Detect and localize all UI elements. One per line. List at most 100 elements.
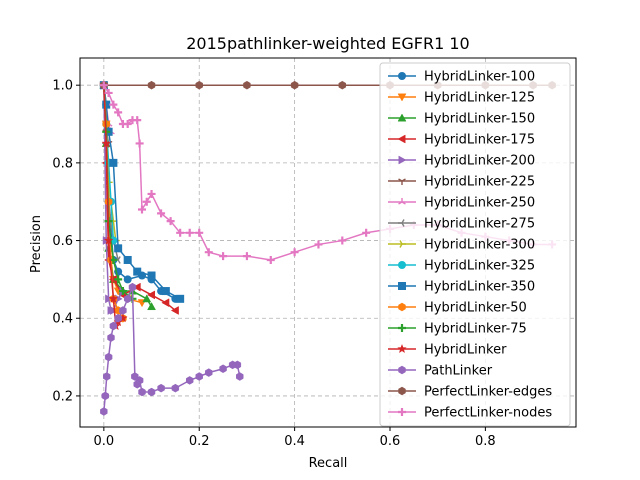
data-point-perfectlinker-edges xyxy=(290,80,299,90)
legend-label: HybridLinker-175 xyxy=(424,133,535,148)
axes-frame xyxy=(79,57,577,428)
data-point-perfectlinker-nodes xyxy=(314,240,323,249)
legend-item-hybridlinker-200: HybridLinker-200 xyxy=(388,154,535,169)
data-point-hybridlinker-350 xyxy=(123,255,132,264)
data-point-perfectlinker-nodes xyxy=(166,217,175,226)
x-axis-ticks: 0.0 0.2 0.4 0.6 0.8 xyxy=(94,427,496,449)
data-point-perfectlinker-nodes xyxy=(114,108,123,117)
data-point-pathlinker xyxy=(219,364,227,374)
data-point-perfectlinker-nodes xyxy=(362,228,371,237)
legend-marker xyxy=(398,72,406,80)
data-point-pathlinker xyxy=(138,387,146,397)
data-point-perfectlinker-nodes xyxy=(176,228,185,237)
data-point-pathlinker xyxy=(100,407,108,416)
data-point-perfectlinker-nodes xyxy=(290,248,299,257)
legend-label: HybridLinker-250 xyxy=(424,196,535,211)
data-point-hybridlinker-75 xyxy=(114,275,123,284)
data-point-perfectlinker-nodes xyxy=(185,228,194,237)
data-point-pathlinker xyxy=(107,333,115,342)
legend-marker xyxy=(398,219,405,227)
data-point-pathlinker xyxy=(205,368,213,377)
data-point-pathlinker xyxy=(236,372,244,381)
data-point-pathlinker xyxy=(119,306,127,315)
data-point-hybridlinker-350 xyxy=(109,158,118,167)
legend-marker xyxy=(398,386,406,396)
data-point-pathlinker xyxy=(101,391,109,401)
data-point-pathlinker xyxy=(109,321,118,331)
data-point-perfectlinker-nodes xyxy=(138,205,146,214)
y-tick-label: 0.2 xyxy=(52,389,73,404)
x-tick-label: 0.4 xyxy=(284,434,305,449)
data-point-perfectlinker-nodes xyxy=(266,255,275,264)
legend-item-hybridlinker-225: HybridLinker-225 xyxy=(388,175,535,190)
data-point-perfectlinker-nodes xyxy=(147,189,156,198)
legend-marker xyxy=(398,365,406,375)
x-tick-label: 0.0 xyxy=(94,434,115,449)
data-point-hybridlinker-350 xyxy=(102,100,111,109)
legend-marker xyxy=(398,282,406,290)
data-point-hybridlinker-100 xyxy=(123,275,132,284)
legend-marker xyxy=(398,324,406,332)
legend-marker xyxy=(397,113,407,122)
series-line-hybridlinker-350 xyxy=(103,85,181,300)
y-tick-label: 0.8 xyxy=(52,156,73,171)
legend-item-perfectlinker-nodes: PerfectLinker-nodes xyxy=(388,406,552,421)
legend-marker xyxy=(397,134,406,144)
legend-marker xyxy=(398,261,406,269)
data-point-hybridlinker-175 xyxy=(147,290,155,300)
data-point-hybridlinker xyxy=(108,293,119,303)
data-point-pathlinker xyxy=(123,294,132,304)
data-point-hybridlinker-350 xyxy=(176,294,185,303)
legend-label: HybridLinker-325 xyxy=(424,259,535,274)
legend-label: HybridLinker-125 xyxy=(424,91,535,106)
x-axis-label: Recall xyxy=(309,456,348,471)
x-tick-label: 0.8 xyxy=(475,434,496,449)
legend-label: HybridLinker-300 xyxy=(424,238,535,253)
legend-label: PerfectLinker-nodes xyxy=(424,406,552,421)
legend-item-hybridlinker-300: HybridLinker-300 xyxy=(388,238,535,253)
data-point-perfectlinker-nodes xyxy=(109,100,118,109)
legend-marker xyxy=(398,178,406,185)
data-point-hybridlinker xyxy=(103,235,114,245)
legend-marker xyxy=(398,155,407,165)
y-tick-label: 0.4 xyxy=(52,312,73,327)
data-point-perfectlinker-nodes xyxy=(104,88,113,97)
data-point-hybridlinker-150 xyxy=(142,294,152,303)
legend-marker xyxy=(398,408,406,416)
data-point-hybridlinker-200 xyxy=(105,294,114,304)
data-point-hybridlinker xyxy=(101,138,112,148)
y-tick-label: 1.0 xyxy=(52,79,73,94)
data-point-perfectlinker-edges xyxy=(338,80,347,90)
legend-label: PathLinker xyxy=(424,364,493,379)
data-point-perfectlinker-nodes xyxy=(99,81,108,90)
legend-label: HybridLinker-50 xyxy=(424,301,527,316)
legend-label: HybridLinker-100 xyxy=(424,70,535,85)
data-point-pathlinker xyxy=(147,387,156,397)
data-point-pathlinker xyxy=(171,383,180,393)
data-point-pathlinker xyxy=(233,360,242,370)
y-tick-label: 0.6 xyxy=(52,234,73,249)
data-point-perfectlinker-edges xyxy=(147,80,156,90)
data-point-perfectlinker-nodes xyxy=(242,252,251,261)
data-point-pathlinker xyxy=(185,376,194,385)
legend-item-hybridlinker-325: HybridLinker-325 xyxy=(388,259,535,274)
data-point-hybridlinker-175 xyxy=(132,282,141,292)
x-tick-label: 0.6 xyxy=(380,434,401,449)
data-point-hybridlinker-75 xyxy=(118,287,127,296)
data-point-pathlinker xyxy=(102,372,111,381)
data-point-hybridlinker-175 xyxy=(161,298,170,308)
legend-item-hybridlinker-100: HybridLinker-100 xyxy=(388,70,535,85)
x-tick-label: 0.2 xyxy=(189,434,210,449)
data-point-perfectlinker-nodes xyxy=(142,197,151,206)
legend-label: HybridLinker-200 xyxy=(424,154,535,169)
data-point-pathlinker xyxy=(135,376,144,385)
legend-label: HybridLinker-350 xyxy=(424,280,535,295)
legend-label: HybridLinker xyxy=(424,343,507,358)
data-point-pathlinker xyxy=(128,282,137,292)
legend-item-hybridlinker-275: HybridLinker-275 xyxy=(388,217,535,232)
data-point-perfectlinker-nodes xyxy=(204,248,213,257)
data-point-perfectlinker-nodes xyxy=(338,236,347,245)
data-point-perfectlinker-nodes xyxy=(123,120,132,129)
legend-label: HybridLinker-75 xyxy=(424,322,527,337)
data-point-pathlinker xyxy=(114,313,122,323)
